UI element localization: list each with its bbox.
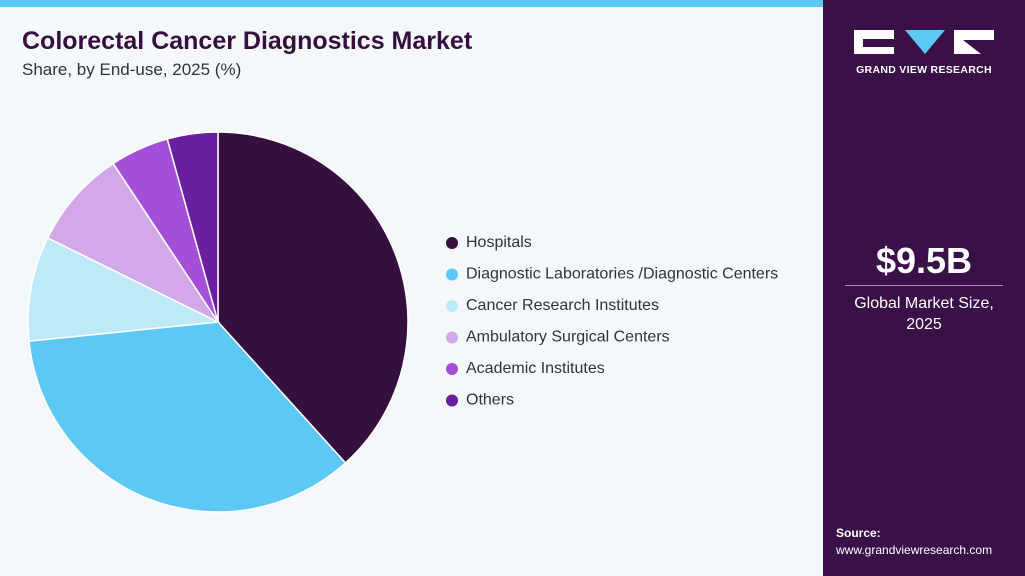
pie-slice: [28, 321, 347, 513]
legend-marker: [446, 300, 458, 312]
legend-label: Diagnostic Laboratories /Diagnostic Cent…: [466, 266, 778, 283]
market-size: $9.5B: [875, 240, 973, 281]
legend-label: Others: [466, 392, 514, 409]
source-url: www.grandviewresearch.com: [836, 543, 993, 557]
source-label: Source:: [836, 526, 881, 540]
legend-marker: [446, 237, 458, 249]
legend-label: Hospitals: [466, 234, 532, 251]
side-panel: GRAND VIEW RESEARCH $9.5B Global Market …: [823, 0, 1025, 576]
top-bar: [0, 0, 823, 7]
brand: GRAND VIEW RESEARCH: [856, 64, 992, 76]
legend-marker: [446, 268, 458, 281]
pie-slice: [217, 131, 409, 464]
divider: [845, 285, 1003, 286]
pie-slice: [46, 162, 221, 324]
legend-marker: [446, 363, 458, 375]
chart-subtitle: Share, by End-use, 2025 (%): [22, 60, 242, 79]
chart-title: Colorectal Cancer Diagnostics Market: [22, 27, 473, 55]
legend-label: Academic Institutes: [466, 360, 605, 377]
legend-label: Cancer Research Institutes: [466, 297, 659, 314]
legend-marker: [446, 394, 458, 407]
chart: Hospitals Diagnostic Laboratories /Diagno…: [27, 131, 778, 513]
pie-slice: [27, 236, 221, 342]
legend-label: Ambulatory Surgical Centers: [466, 329, 670, 346]
market-size-label: Global Market Size, 2025: [854, 295, 994, 333]
logo: [854, 30, 994, 54]
pie-slice: [166, 131, 219, 323]
legend-marker: [446, 331, 458, 344]
